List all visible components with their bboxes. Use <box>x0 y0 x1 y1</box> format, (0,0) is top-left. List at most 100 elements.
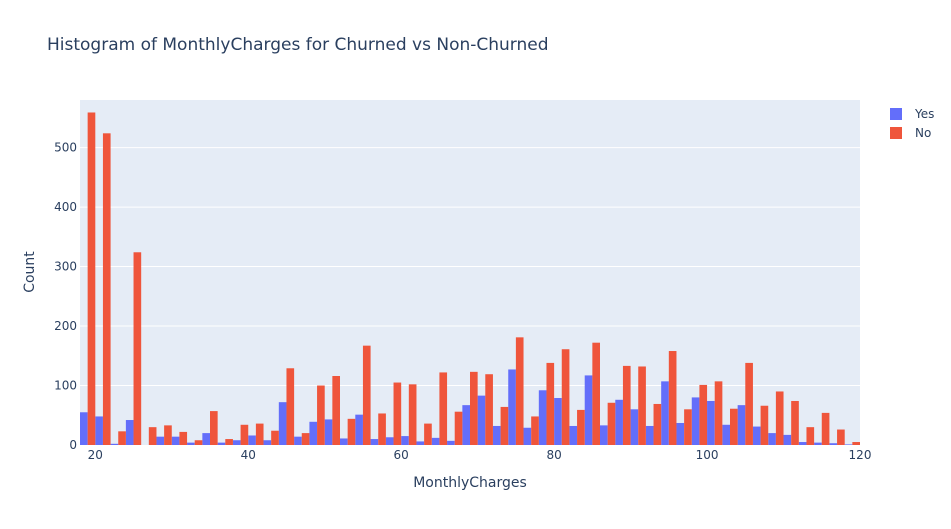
bar-yes[interactable] <box>569 425 578 445</box>
bar-no[interactable] <box>301 433 310 445</box>
legend-swatch-yes[interactable] <box>890 108 902 120</box>
bar-no[interactable] <box>439 372 448 445</box>
bar-yes[interactable] <box>844 444 853 445</box>
bar-no[interactable] <box>561 349 570 445</box>
bar-yes[interactable] <box>125 420 134 445</box>
bar-yes[interactable] <box>278 402 287 445</box>
bar-yes[interactable] <box>370 439 379 445</box>
bar-no[interactable] <box>362 345 371 445</box>
bar-no[interactable] <box>821 412 830 445</box>
bar-yes[interactable] <box>737 405 746 445</box>
bar-yes[interactable] <box>615 399 623 445</box>
bar-yes[interactable] <box>661 381 669 445</box>
bar-yes[interactable] <box>814 442 822 445</box>
bar-yes[interactable] <box>171 436 180 445</box>
bar-no[interactable] <box>255 423 264 445</box>
bar-no[interactable] <box>286 368 295 445</box>
bar-no[interactable] <box>179 431 188 445</box>
bar-yes[interactable] <box>294 436 302 445</box>
bar-no[interactable] <box>164 425 172 445</box>
bar-no[interactable] <box>775 391 784 445</box>
legend-swatch-no[interactable] <box>890 127 902 139</box>
bar-no[interactable] <box>454 411 463 445</box>
bar-yes[interactable] <box>538 390 547 445</box>
bar-no[interactable] <box>684 409 692 445</box>
bar-yes[interactable] <box>324 419 333 445</box>
bar-no[interactable] <box>515 337 524 445</box>
bar-no[interactable] <box>577 409 585 445</box>
bar-yes[interactable] <box>645 425 654 445</box>
bar-no[interactable] <box>393 382 402 445</box>
bar-no[interactable] <box>378 413 386 445</box>
bar-no[interactable] <box>607 402 616 445</box>
bar-yes[interactable] <box>798 442 807 445</box>
bar-no[interactable] <box>317 385 325 445</box>
bar-yes[interactable] <box>600 425 608 445</box>
bar-no[interactable] <box>546 362 555 445</box>
bar-no[interactable] <box>668 351 677 445</box>
bar-no[interactable] <box>424 423 432 445</box>
bar-yes[interactable] <box>676 422 685 445</box>
bar-no[interactable] <box>852 442 860 445</box>
bar-yes[interactable] <box>752 426 761 445</box>
bar-yes[interactable] <box>401 436 409 445</box>
bar-yes[interactable] <box>584 375 593 445</box>
bar-yes[interactable] <box>187 442 195 445</box>
bar-no[interactable] <box>148 427 157 445</box>
bar-yes[interactable] <box>783 434 792 445</box>
legend-label-yes[interactable]: Yes <box>914 107 934 121</box>
bar-no[interactable] <box>102 133 111 445</box>
bar-yes[interactable] <box>202 433 210 445</box>
bar-yes[interactable] <box>431 437 440 445</box>
bar-no[interactable] <box>271 430 279 445</box>
bar-yes[interactable] <box>630 409 639 445</box>
bar-yes[interactable] <box>492 425 501 445</box>
bar-yes[interactable] <box>523 427 532 445</box>
bar-no[interactable] <box>745 362 753 445</box>
bar-yes[interactable] <box>554 398 562 445</box>
bar-no[interactable] <box>714 381 723 445</box>
bar-yes[interactable] <box>95 416 103 445</box>
bar-no[interactable] <box>699 384 708 445</box>
bar-yes[interactable] <box>508 369 516 445</box>
bar-yes[interactable] <box>309 421 318 445</box>
bar-no[interactable] <box>408 384 417 445</box>
bar-yes[interactable] <box>80 412 88 445</box>
bar-no[interactable] <box>470 371 478 445</box>
bar-yes[interactable] <box>707 400 715 445</box>
bar-yes[interactable] <box>691 397 700 445</box>
bar-no[interactable] <box>653 403 662 445</box>
bar-yes[interactable] <box>217 442 226 445</box>
bar-yes[interactable] <box>110 443 119 445</box>
bar-yes[interactable] <box>829 443 838 445</box>
bar-no[interactable] <box>194 440 203 445</box>
bar-yes[interactable] <box>768 433 776 445</box>
bar-yes[interactable] <box>477 395 486 445</box>
bar-yes[interactable] <box>355 414 363 445</box>
bar-no[interactable] <box>730 408 738 445</box>
bar-no[interactable] <box>347 418 356 445</box>
bar-no[interactable] <box>500 406 509 445</box>
legend-label-no[interactable]: No <box>915 126 931 140</box>
bar-yes[interactable] <box>156 436 165 445</box>
bar-no[interactable] <box>638 366 646 445</box>
legend[interactable]: Yes No <box>890 107 934 140</box>
bar-yes[interactable] <box>722 424 730 445</box>
bar-no[interactable] <box>87 112 96 446</box>
bar-yes[interactable] <box>385 437 394 445</box>
bar-no[interactable] <box>485 374 493 445</box>
bar-no[interactable] <box>760 405 769 445</box>
bar-no[interactable] <box>133 252 142 445</box>
bar-yes[interactable] <box>248 435 256 445</box>
bar-yes[interactable] <box>340 438 348 445</box>
bar-yes[interactable] <box>416 441 425 445</box>
bar-no[interactable] <box>837 429 845 445</box>
bar-no[interactable] <box>240 424 249 445</box>
bar-yes[interactable] <box>462 405 470 445</box>
bar-yes[interactable] <box>232 440 241 445</box>
bar-no[interactable] <box>332 376 340 445</box>
bar-yes[interactable] <box>447 440 455 445</box>
bar-no[interactable] <box>592 342 600 445</box>
bar-no[interactable] <box>806 427 815 445</box>
bar-no[interactable] <box>225 439 233 445</box>
